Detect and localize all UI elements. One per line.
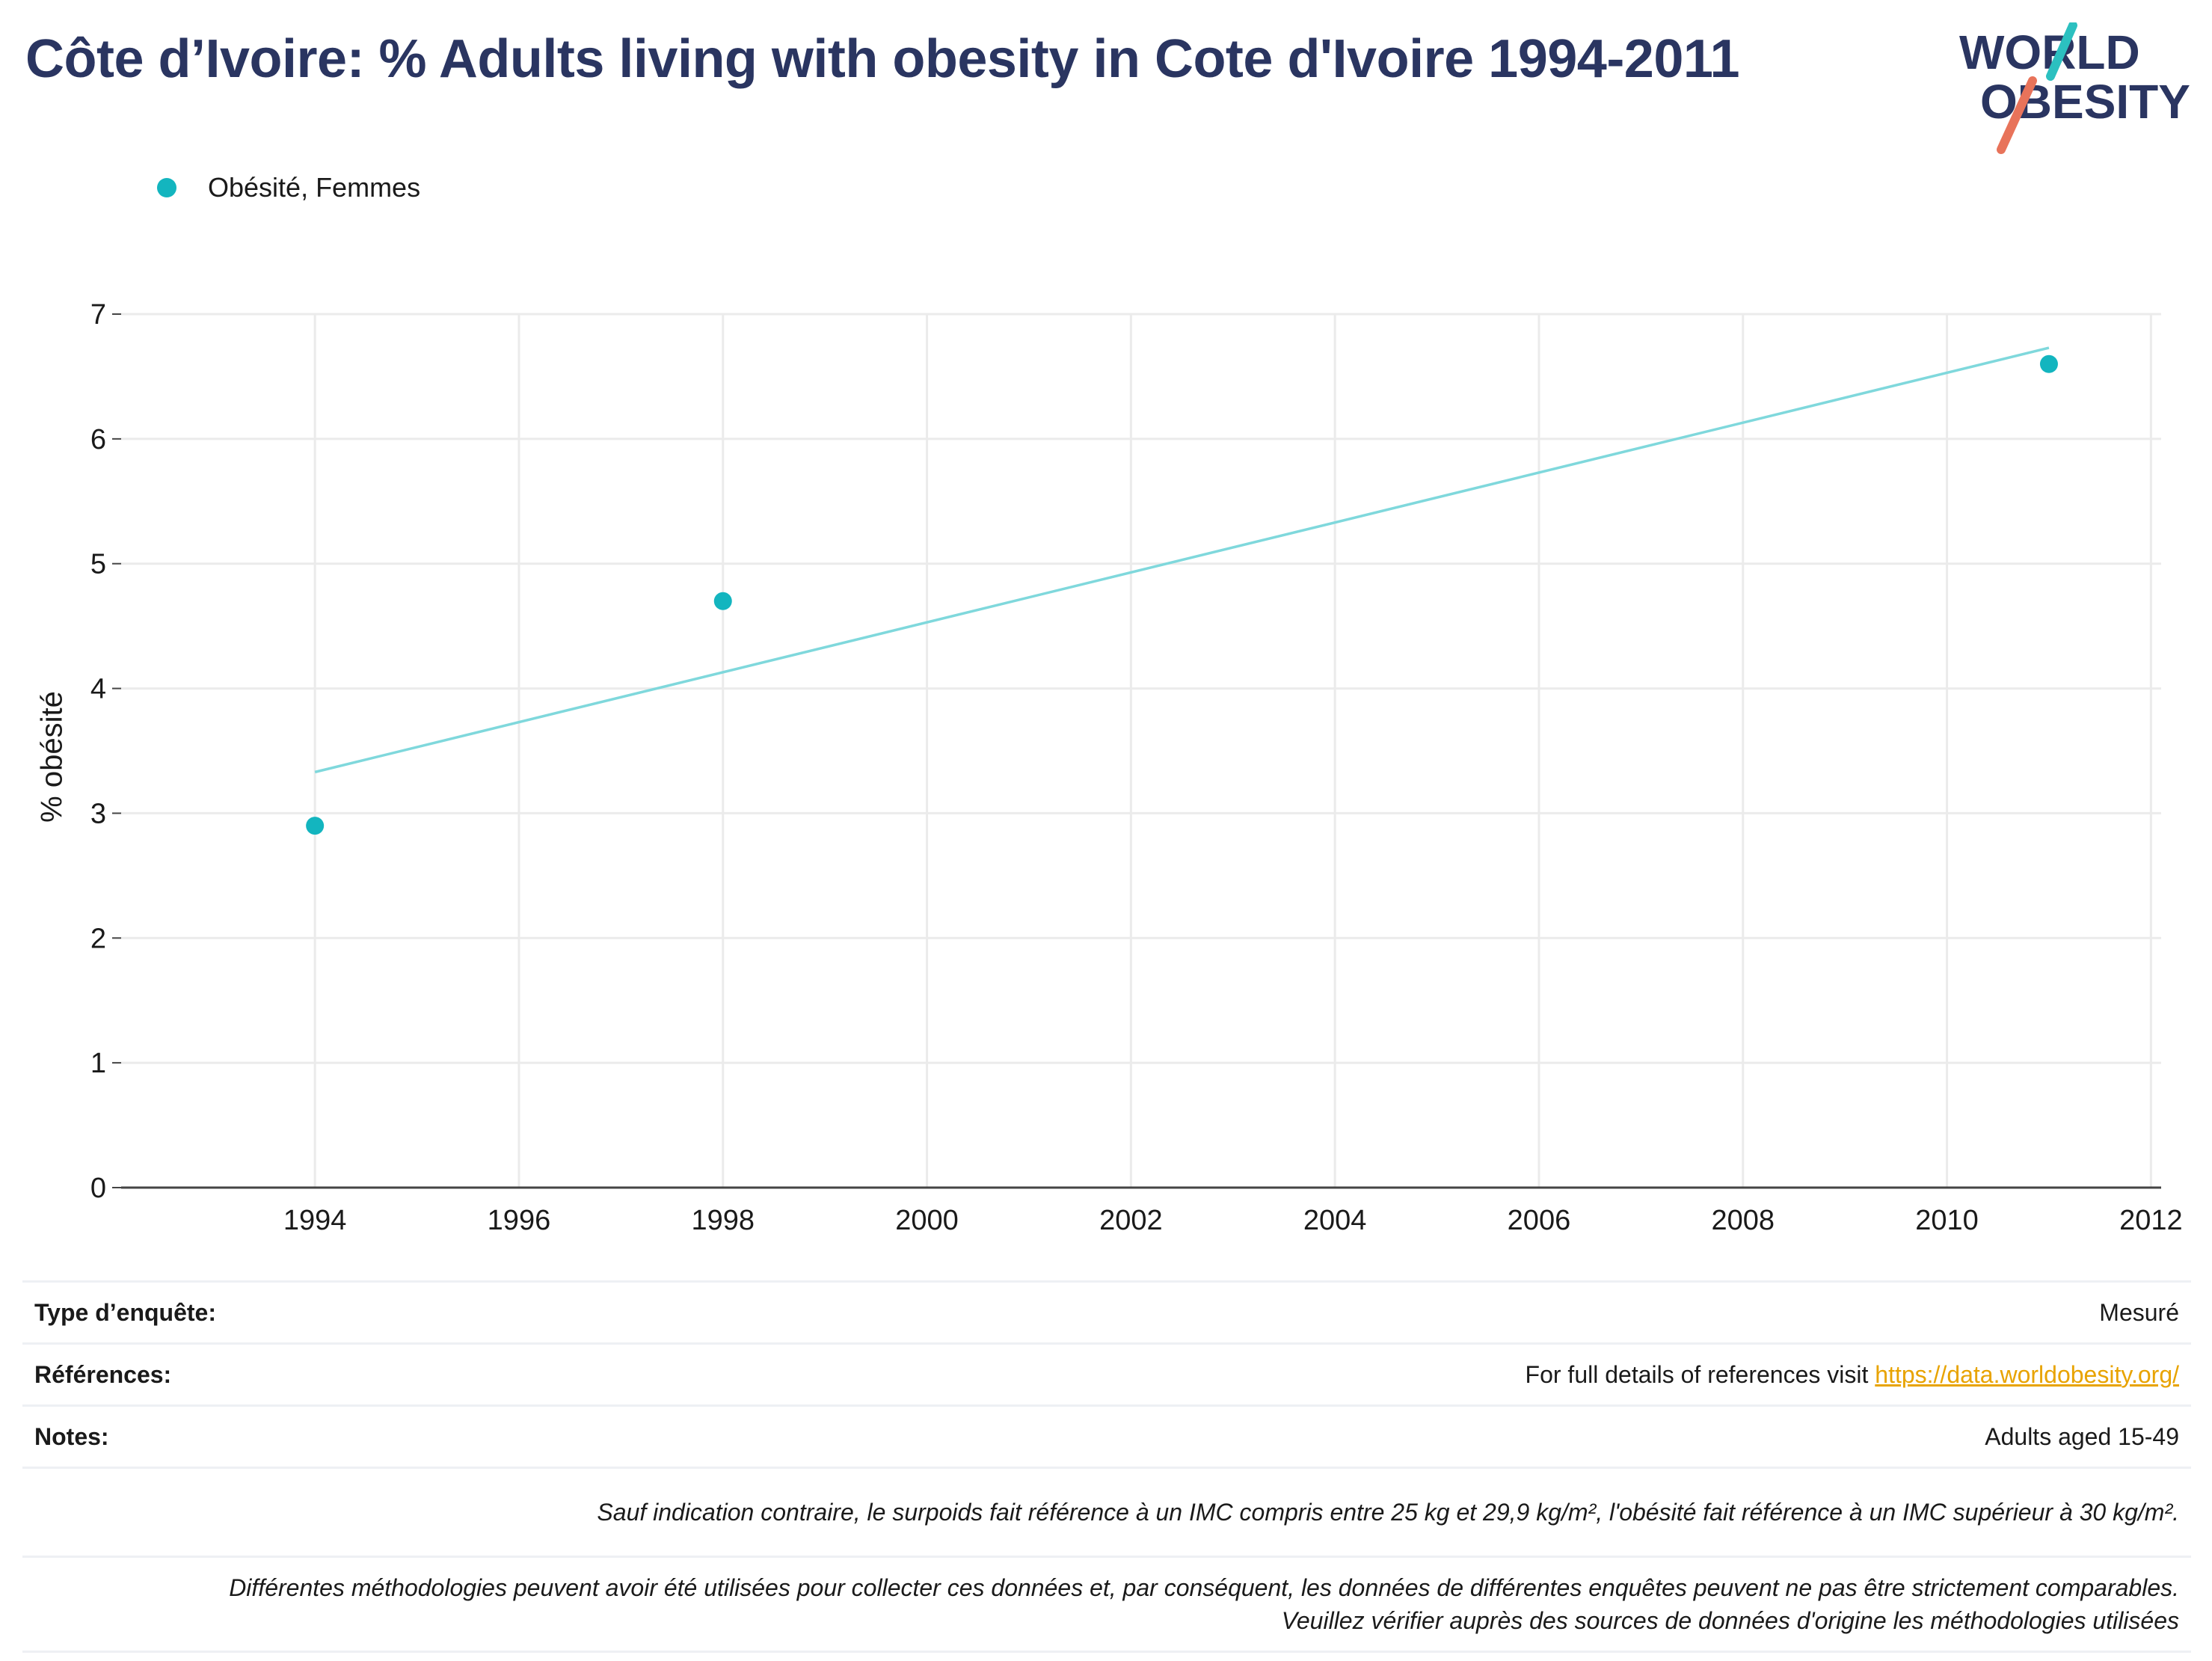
references-text: For full details of references visit xyxy=(1525,1360,1875,1388)
y-tick-label: 1 xyxy=(90,1048,106,1079)
survey-type-row: Type d’enquête: Mesuré xyxy=(22,1283,2191,1345)
y-tick-label: 0 xyxy=(90,1173,106,1204)
tick-labels: 0 1 2 3 4 5 6 7 1994 1996 1998 2000 2002 2004 2006 2008… xyxy=(90,299,2183,1236)
survey-type-value: Mesuré xyxy=(2099,1298,2179,1326)
y-tick-label: 2 xyxy=(90,923,106,954)
methods-note-row: Différentes méthodologies peuvent avoir … xyxy=(22,1558,2191,1653)
x-tick-label: 2002 xyxy=(1099,1205,1163,1236)
x-tick-label: 2004 xyxy=(1303,1205,1367,1236)
legend-label: Obésité, Femmes xyxy=(208,172,421,203)
x-tick-label: 1998 xyxy=(691,1205,755,1236)
logo-teal-slash xyxy=(2046,22,2077,81)
trend-line-layer xyxy=(314,346,2050,774)
references-link[interactable]: https://data.worldobesity.org/ xyxy=(1875,1360,2179,1388)
grid-lines xyxy=(121,313,2161,1188)
data-point xyxy=(2039,354,2058,373)
methods-note: Différentes méthodologies peuvent avoir … xyxy=(229,1574,2179,1634)
references-label: Références: xyxy=(34,1360,172,1388)
y-tick-label: 4 xyxy=(90,674,106,705)
data-points xyxy=(306,354,2058,835)
info-table: Type d’enquête: Mesuré Références: For f… xyxy=(22,1280,2191,1653)
references-value: For full details of references visit htt… xyxy=(1526,1361,2179,1389)
x-tick-label: 2000 xyxy=(895,1205,959,1236)
world-obesity-logo: WORLD OBESITY xyxy=(1959,22,2190,154)
bmi-note-row: Sauf indication contraire, le surpoids f… xyxy=(22,1469,2191,1558)
logo-coral-slash xyxy=(1997,76,2037,154)
x-tick-label: 2008 xyxy=(1711,1205,1775,1236)
x-tick-label: 2010 xyxy=(1915,1205,1979,1236)
chart-title: Côte d’Ivoire: % Adults living with obes… xyxy=(25,29,1740,89)
notes-value: Adults aged 15-49 xyxy=(1985,1422,2179,1450)
trend-line xyxy=(314,346,2050,774)
data-point xyxy=(713,592,732,610)
obesity-chart: 0 1 2 3 4 5 6 7 1994 1996 1998 2000 2002 2004 2006 2008… xyxy=(90,299,2183,1236)
bmi-note: Sauf indication contraire, le surpoids f… xyxy=(597,1499,2179,1526)
y-tick-label: 6 xyxy=(90,424,106,455)
chart-legend: Obésité, Femmes xyxy=(157,169,420,206)
notes-label: Notes: xyxy=(34,1422,109,1450)
y-tick-label: 7 xyxy=(90,299,106,331)
references-row: Références: For full details of referenc… xyxy=(22,1345,2191,1407)
axes xyxy=(112,313,2161,1189)
survey-type-label: Type d’enquête: xyxy=(34,1298,216,1326)
x-tick-label: 1996 xyxy=(488,1205,551,1236)
y-tick-label: 5 xyxy=(90,549,106,580)
x-tick-label: 1994 xyxy=(283,1205,347,1236)
y-tick-label: 3 xyxy=(90,798,106,829)
data-point xyxy=(306,817,325,835)
legend-marker xyxy=(157,178,176,197)
x-tick-label: 2012 xyxy=(2119,1205,2183,1236)
notes-row: Notes: Adults aged 15-49 xyxy=(22,1407,2191,1469)
x-tick-label: 2006 xyxy=(1508,1205,1571,1236)
